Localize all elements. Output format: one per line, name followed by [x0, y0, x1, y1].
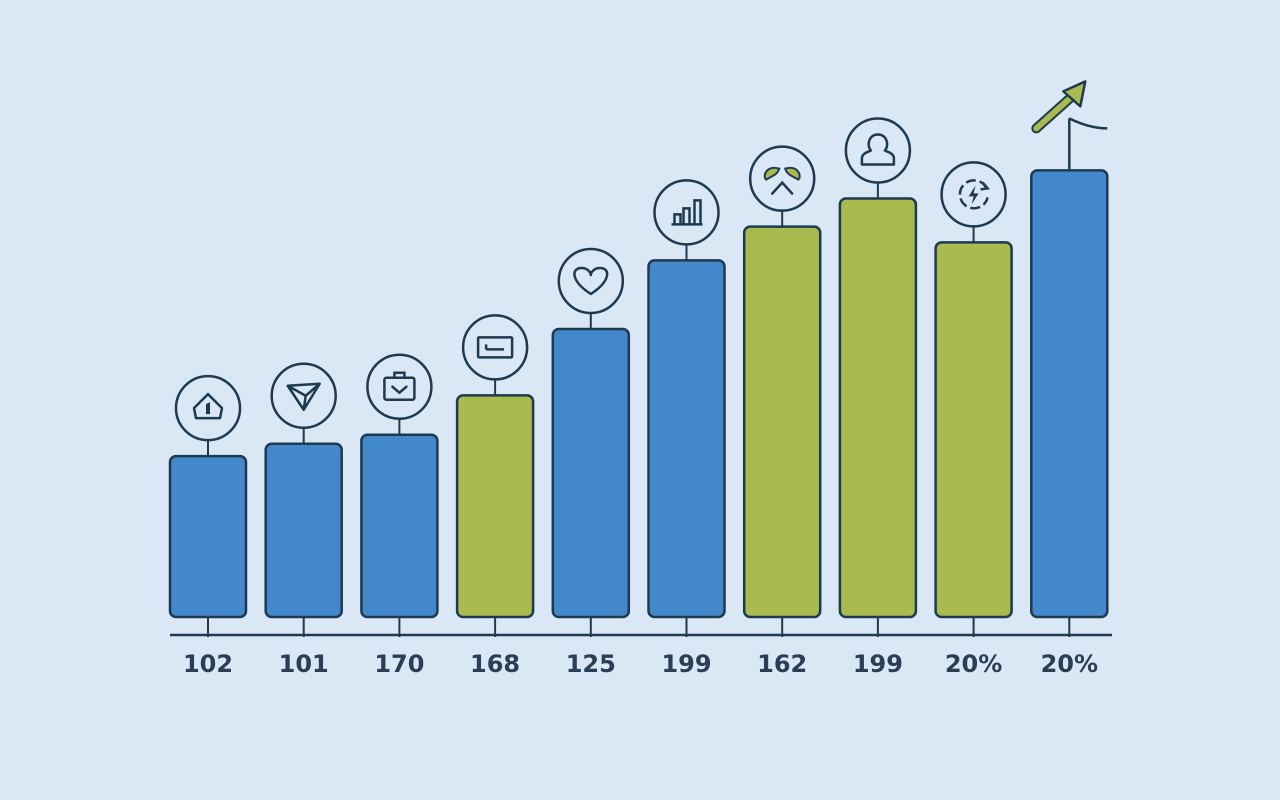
heart-icon [557, 247, 625, 315]
x-tick-label: 20% [1041, 650, 1098, 678]
bar-4 [455, 394, 535, 619]
x-tick-label: 162 [757, 650, 807, 678]
person-icon [844, 117, 912, 184]
bar-2 [264, 442, 343, 619]
paper-plane-icon [270, 362, 337, 429]
bar-8 [838, 197, 918, 619]
card-icon [461, 314, 529, 381]
x-tick-label: 20% [945, 650, 1002, 678]
x-tick-label: 199 [661, 650, 711, 678]
bar-5 [551, 327, 631, 619]
bar-chart-icon [653, 179, 720, 246]
x-tick-label: 170 [374, 650, 424, 678]
bar-3 [360, 433, 439, 619]
leaf-chevron-icon [748, 145, 816, 212]
x-tick-label: 125 [566, 650, 616, 678]
x-tick-label: 102 [183, 650, 233, 678]
bar-10 [1030, 169, 1109, 619]
x-tick-label: 168 [470, 650, 520, 678]
bar-7 [742, 225, 822, 619]
bar-6 [647, 259, 726, 619]
x-tick-label: 101 [279, 650, 329, 678]
bar-1 [168, 454, 248, 619]
refresh-bolt-icon [940, 161, 1007, 228]
briefcase-check-icon [366, 353, 433, 420]
x-tick-label: 199 [853, 650, 903, 678]
alert-hexagon-icon [174, 374, 242, 442]
bar-9 [934, 241, 1013, 619]
trend-arrow-icon [1031, 80, 1108, 171]
